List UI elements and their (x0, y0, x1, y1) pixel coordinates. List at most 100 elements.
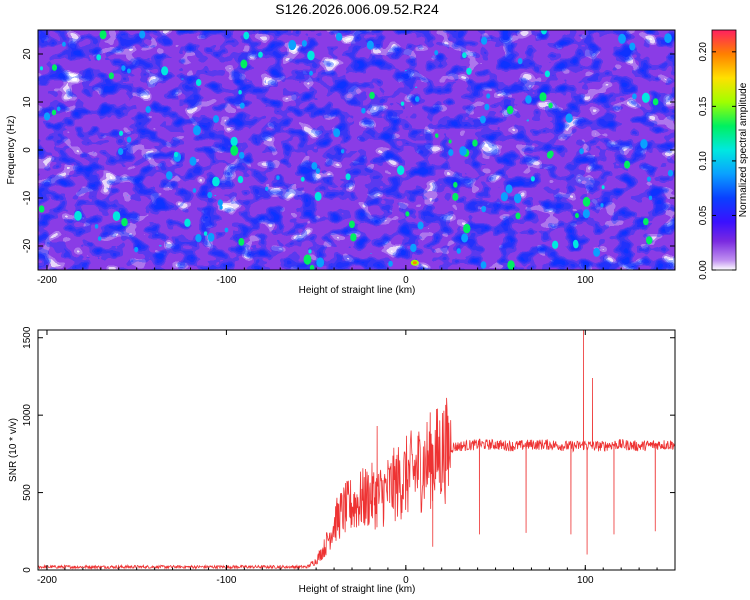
heatmap-blob (481, 205, 487, 213)
heatmap-blob (505, 184, 513, 194)
heatmap-blob (161, 66, 169, 76)
heatmap-blob (448, 149, 454, 156)
heatmap-blob (466, 67, 472, 75)
heatmap-blob (203, 231, 208, 236)
colorbar: 0.00 0.05 0.10 0.15 0.20 Normalized spectral… (698, 29, 749, 280)
heatmap-blob (258, 51, 263, 58)
heatmap-blob (189, 156, 197, 166)
x-tick-label: -200 (37, 575, 57, 586)
heatmap-blob (238, 90, 242, 95)
heatmap-blob (513, 193, 522, 204)
heatmap-blob (303, 254, 312, 265)
heatmap-blob (39, 66, 43, 71)
heatmap-blob (539, 92, 547, 102)
heatmap-blob (288, 39, 297, 51)
heatmap-blob (314, 191, 322, 201)
heatmap-blob (173, 151, 179, 158)
heatmap-blob (400, 101, 405, 106)
heatmap-blob (582, 209, 590, 219)
spectrogram-image (38, 30, 675, 270)
heatmap-blob (121, 65, 126, 71)
heatmap-blob (193, 125, 201, 136)
heatmap-blob (480, 261, 487, 269)
heatmap-blob (548, 102, 553, 109)
heatmap-blob (99, 30, 107, 40)
heatmap-blob (224, 227, 229, 233)
heatmap-blob (652, 98, 659, 106)
heatmap-blob (309, 70, 313, 76)
heatmap-blob (484, 103, 490, 111)
heatmap-blob (62, 41, 66, 47)
heatmap-blob (582, 196, 591, 207)
heatmap-blob (212, 176, 220, 187)
heatmap-blob (481, 36, 488, 45)
heatmap-blob (243, 31, 250, 40)
y-tick-label: 1000 (22, 404, 33, 427)
x-tick-label: 0 (403, 575, 409, 586)
heatmap-blob (300, 176, 305, 182)
heatmap-blob (139, 30, 146, 39)
heatmap-blob (207, 191, 213, 199)
heatmap-blob (506, 105, 514, 115)
heatmap-blob (121, 217, 128, 227)
heatmap-blob (239, 151, 245, 159)
heatmap-blob (530, 176, 535, 182)
colorbar-tick-label: 0.10 (698, 151, 709, 171)
hot-spots (38, 30, 674, 270)
heatmap-blob (345, 173, 351, 181)
heatmap-blob (646, 236, 653, 245)
heatmap-blob (435, 133, 439, 138)
heatmap-blob (349, 220, 355, 229)
heatmap-blob (575, 213, 579, 219)
heatmap-blob (134, 246, 139, 253)
colorbar-tick-label: 0.00 (698, 260, 709, 280)
x-tick-label: 0 (403, 275, 409, 286)
heatmap-blob (453, 181, 458, 188)
snr-xlabel: Height of straight line (km) (299, 584, 416, 595)
heatmap-blob (43, 112, 51, 121)
heatmap-blob (127, 68, 131, 74)
heatmap-blob (309, 264, 315, 270)
heatmap-blob (237, 175, 244, 184)
heatmap-blob (486, 93, 491, 99)
heatmap-blob (548, 150, 554, 158)
heatmap-blob (462, 52, 467, 59)
y-tick-label: 0 (22, 567, 33, 573)
heatmap-blob (184, 218, 191, 227)
heatmap-blob (97, 236, 102, 241)
heatmap-blob (551, 240, 559, 249)
heatmap-blob (340, 149, 345, 154)
heatmap-blob (192, 188, 197, 193)
heatmap-blob (448, 139, 452, 144)
heatmap-blob (238, 237, 245, 246)
heatmap-blob (632, 93, 637, 100)
heatmap-blob (479, 115, 486, 124)
heatmap-blob (434, 50, 439, 56)
snr-frame (37, 329, 676, 571)
heatmap-blob (240, 59, 248, 69)
heatmap-blob (472, 139, 478, 147)
heatmap-blob (126, 136, 132, 143)
heatmap-blob (51, 64, 58, 71)
heatmap-blob (500, 192, 508, 202)
heatmap-blob (366, 40, 374, 50)
x-tick-label: 100 (577, 575, 594, 586)
y-tick-label: -10 (22, 190, 33, 205)
heatmap-blob (145, 106, 151, 113)
heatmap-blob (350, 233, 357, 242)
heatmap-blob (388, 260, 393, 267)
spectrogram-ylabel: Frequency (Hz) (6, 116, 17, 185)
x-tick-label: -100 (216, 575, 236, 586)
heatmap-blob (333, 128, 341, 138)
heatmap-blob (452, 192, 459, 201)
heatmap-blob (415, 96, 420, 102)
heatmap-blob (456, 248, 461, 254)
y-tick-label: 1500 (22, 326, 33, 349)
heatmap-blob (600, 203, 604, 208)
x-tick-label: -200 (37, 275, 57, 286)
heatmap-blob (601, 185, 605, 190)
